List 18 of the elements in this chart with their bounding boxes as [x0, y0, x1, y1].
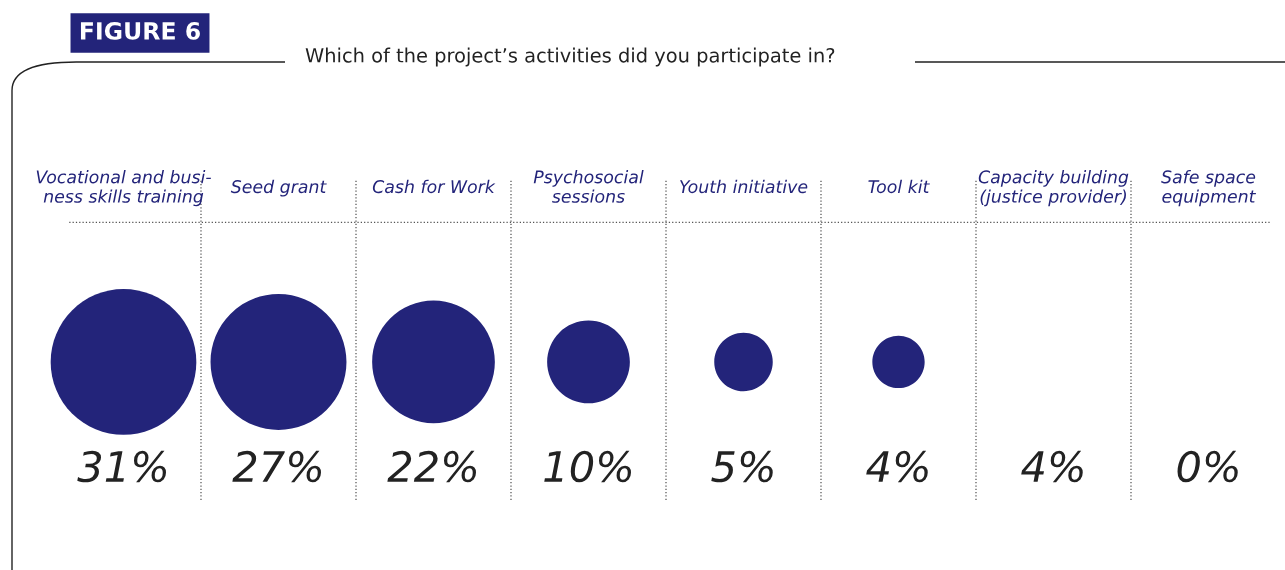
data-label: 4% [866, 450, 928, 483]
data-label: 10% [544, 450, 631, 483]
data-label: 5% [711, 450, 773, 483]
data-label: 31% [77, 450, 166, 483]
category-label: Psychosocial sessions [533, 169, 644, 203]
data-label: 0% [1177, 450, 1238, 483]
category-label: Tool kit [868, 179, 930, 194]
category-label: Youth initiative [680, 179, 808, 194]
data-label: 22% [387, 450, 476, 483]
category-label: Capacity building (justice provider) [978, 169, 1129, 207]
data-label: 27% [232, 450, 321, 483]
data-label: 4% [1021, 450, 1083, 483]
category-label: Cash for Work [372, 179, 496, 194]
category-label: Safe space equipment [1161, 169, 1257, 207]
category-label: Vocational and busi- ness skills training [36, 169, 211, 207]
text: FIGURE 6 [80, 21, 200, 40]
text: Which of the project’s activities did you participate in? [305, 47, 835, 67]
category-label: Seed grant [230, 179, 327, 197]
